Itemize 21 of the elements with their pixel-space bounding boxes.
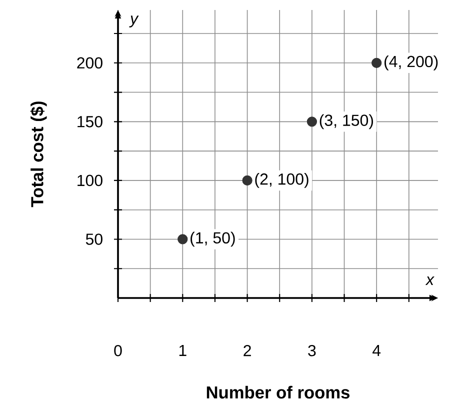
- x-tick-label: 1: [179, 344, 186, 356]
- annotation: y: [129, 16, 139, 28]
- point: [242, 175, 252, 186]
- y-tick-label: 150: [78, 116, 102, 128]
- y-tick-label: 200: [77, 57, 102, 69]
- data-label: (2, 100): [255, 173, 308, 188]
- y-axis-title: Total cost ($): [30, 102, 47, 208]
- x-axis-title: Number of rooms: [206, 386, 350, 399]
- data-label: (1, 50): [190, 232, 235, 247]
- y-tick-label: 100: [78, 174, 102, 186]
- x-tick-label: 0: [114, 344, 122, 356]
- x-tick-label: 3: [308, 344, 316, 356]
- x-tick-label: 4: [372, 344, 381, 356]
- point: [306, 116, 318, 127]
- annotation: x: [425, 276, 434, 285]
- x-tick-label: 2: [244, 344, 251, 356]
- point: [178, 234, 188, 244]
- data-label: (4, 200): [384, 55, 438, 70]
- point: [372, 58, 382, 68]
- y-tick-label: 50: [86, 234, 102, 245]
- data-label: (3, 150): [320, 114, 373, 130]
